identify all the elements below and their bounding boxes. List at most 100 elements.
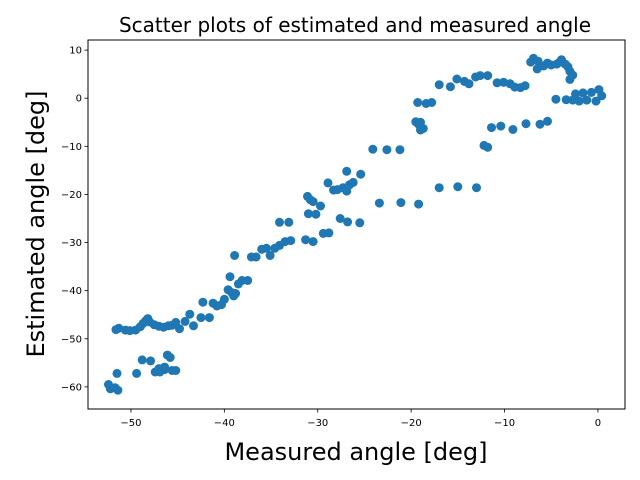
data-points [104,53,607,395]
data-point [472,183,481,193]
y-tick-label: −40 [61,286,82,297]
data-point [308,237,318,247]
data-point [230,251,240,260]
data-point [483,142,493,152]
data-point [416,117,425,127]
y-tick-label: −50 [61,334,82,345]
data-point [323,178,333,188]
data-point [578,88,588,98]
data-point [551,94,561,104]
y-tick-label: −10 [61,142,82,153]
data-point [198,297,208,307]
x-tick-label: −30 [307,418,328,429]
data-point [568,95,578,105]
data-point [526,57,536,67]
data-point [413,98,423,107]
data-point [301,235,311,245]
data-point [265,251,275,260]
data-point [396,198,406,208]
data-point [555,57,565,67]
data-point [303,209,313,219]
data-point [204,313,214,323]
data-point [561,95,571,105]
data-point [508,125,518,134]
data-point [113,385,123,395]
data-point [445,82,455,92]
data-point [171,366,181,375]
data-point [219,294,229,304]
data-point [368,144,378,154]
data-point [374,198,384,208]
data-point [414,199,424,209]
data-point [483,71,493,81]
data-point [582,95,592,105]
data-point [251,252,261,262]
data-point [586,87,596,97]
data-point [165,353,175,362]
data-point [132,368,142,378]
data-point [335,214,345,223]
data-point [348,177,358,187]
x-tick-label: −10 [494,418,515,429]
y-axis-label: Estimated angle [deg] [22,90,50,357]
data-point [284,217,294,227]
y-axis-ticks: −60 −50 −40 −30 −20 −10 0 10 [61,46,88,393]
data-point [487,123,496,133]
data-point [343,217,353,227]
data-point [395,145,405,155]
data-point [382,145,392,155]
data-point [434,183,444,193]
data-point [137,355,147,365]
data-point [464,79,474,89]
y-tick-label: 0 [76,94,82,105]
data-point [597,91,607,101]
data-point [356,169,366,179]
data-point [160,362,170,372]
x-tick-label: −20 [401,418,422,429]
data-point [532,64,542,74]
data-point [434,80,444,90]
x-tick-label: 0 [595,418,601,429]
y-tick-label: −30 [61,238,82,249]
data-point [453,182,463,192]
data-point [275,217,284,227]
data-point [565,74,575,84]
data-point [286,236,296,246]
y-tick-label: 10 [69,46,82,57]
x-tick-label: −50 [120,418,141,429]
data-point [231,289,241,298]
data-point [180,316,190,326]
data-point [535,119,545,129]
data-point [311,209,321,219]
data-point [452,74,462,84]
data-point [543,116,552,126]
data-point [427,98,437,107]
data-point [175,324,184,334]
data-point [496,121,506,131]
y-tick-label: −20 [61,190,82,201]
data-point [261,243,271,253]
data-point [111,325,121,335]
x-axis-label: Measured angle [deg] [224,438,487,466]
data-point [189,321,198,331]
y-tick-label: −60 [61,382,82,393]
data-point [475,71,485,81]
data-point [520,81,530,91]
data-point [146,356,156,366]
data-point [316,201,325,211]
data-point [591,96,601,106]
x-axis-ticks: −50 −40 −30 −20 −10 0 [120,409,601,429]
plot-frame [87,39,626,410]
data-point [225,272,235,282]
data-point [355,218,365,228]
data-point [112,368,122,378]
data-point [196,313,206,323]
data-point [521,119,531,129]
chart-title: Scatter plots of estimated and measured … [119,13,591,37]
data-point [342,166,352,176]
data-point [243,276,253,285]
x-tick-label: −40 [214,418,235,429]
data-point [492,78,502,88]
data-point [185,309,195,319]
